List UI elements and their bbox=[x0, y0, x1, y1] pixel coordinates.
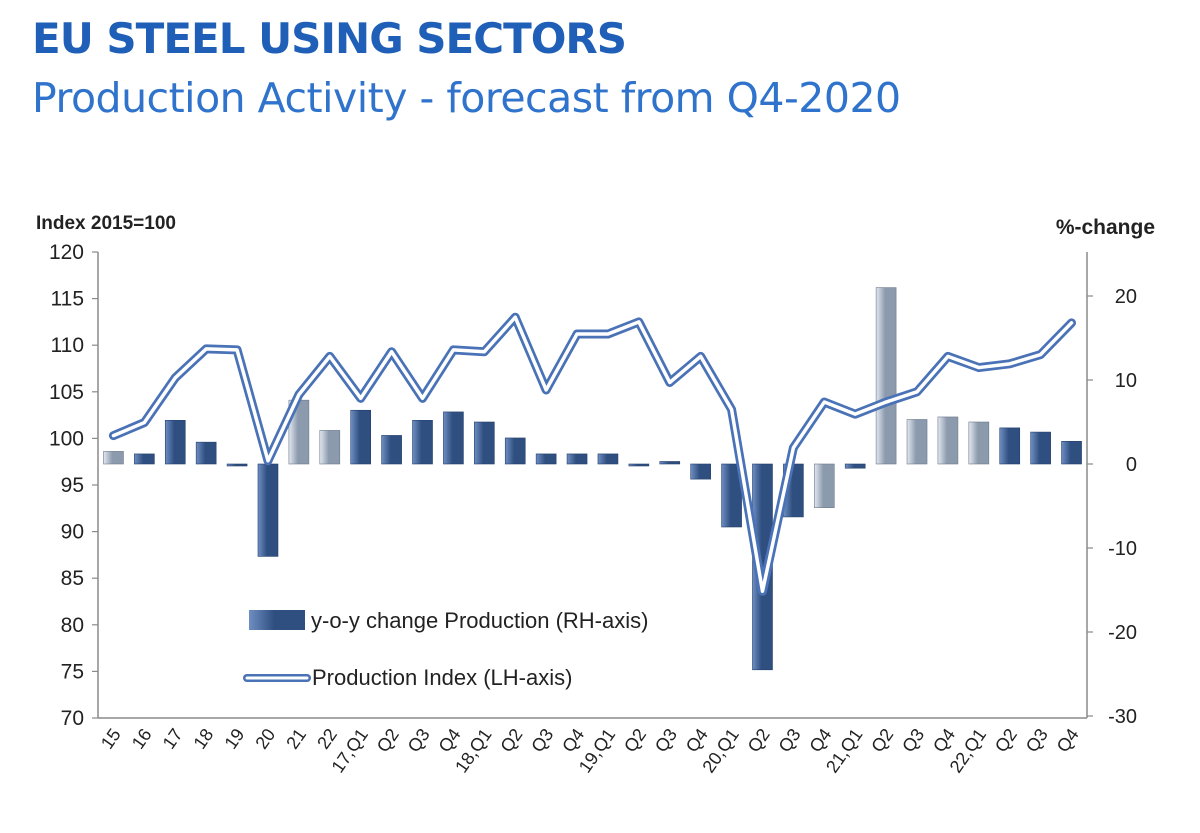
legend-bar-swatch bbox=[249, 610, 305, 630]
bar-Q3 bbox=[906, 419, 928, 465]
bar-16 bbox=[134, 453, 155, 465]
bar-Q4 bbox=[566, 453, 588, 465]
bar-Q2 bbox=[999, 427, 1021, 465]
left-axis-title: Index 2015=100 bbox=[36, 213, 176, 234]
bar-Q3 bbox=[659, 461, 681, 465]
bar-18 bbox=[195, 441, 217, 465]
bar-18,Q1 bbox=[474, 421, 495, 465]
left-tick-label: 85 bbox=[61, 567, 84, 590]
right-tick-label: -10 bbox=[1108, 538, 1137, 560]
production-index-line-inner bbox=[111, 315, 1074, 593]
production-index-line bbox=[108, 312, 1077, 596]
bar-20,Q1 bbox=[721, 463, 742, 528]
bar-Q4 bbox=[443, 411, 464, 465]
x-tick-label: Q3 bbox=[1022, 725, 1052, 756]
bar-22 bbox=[319, 430, 341, 465]
bar-17,Q1 bbox=[350, 409, 372, 465]
right-tick-label: -20 bbox=[1108, 622, 1137, 644]
bar-Q2 bbox=[628, 463, 650, 467]
bar-Q2 bbox=[875, 287, 897, 465]
bar-Q4 bbox=[813, 463, 835, 508]
axes-layer bbox=[92, 251, 1093, 719]
x-tick-label: Q3 bbox=[775, 725, 805, 756]
chart-subtitle: Production Activity - forecast from Q4-2… bbox=[32, 74, 901, 122]
x-tick-label: Q2 bbox=[991, 725, 1021, 756]
bar-Q2 bbox=[381, 435, 402, 465]
x-tick-label: 20 bbox=[251, 725, 279, 753]
right-tick-label: -30 bbox=[1108, 706, 1137, 728]
bar-Q4 bbox=[937, 416, 959, 465]
x-tick-label: Q4 bbox=[1053, 725, 1083, 756]
bar-Q3 bbox=[412, 420, 433, 465]
bar-22,Q1 bbox=[968, 421, 990, 465]
legend-line-label: Production Index (LH-axis) bbox=[312, 665, 572, 690]
left-tick-label: 90 bbox=[61, 521, 84, 544]
right-tick-label: 20 bbox=[1115, 286, 1137, 308]
left-tick-label: 110 bbox=[51, 334, 84, 357]
x-tick-label: Q3 bbox=[651, 725, 681, 756]
right-axis-title: %-change bbox=[1056, 216, 1155, 239]
left-tick-label: 100 bbox=[49, 427, 84, 450]
x-tick-label: 21 bbox=[282, 725, 310, 753]
left-tick-label: 80 bbox=[61, 614, 84, 637]
bar-20 bbox=[257, 463, 279, 557]
bar-Q4 bbox=[690, 463, 711, 480]
x-tick-label: 15 bbox=[97, 725, 125, 753]
left-tick-label: 115 bbox=[51, 288, 84, 311]
bar-Q2 bbox=[504, 437, 526, 465]
x-tick-label: 16 bbox=[128, 725, 156, 753]
x-tick-label: 22 bbox=[313, 725, 341, 753]
bar-Q4 bbox=[1061, 441, 1082, 465]
left-tick-label: 120 bbox=[49, 241, 84, 264]
bar-19,Q1 bbox=[597, 453, 619, 465]
left-tick-label: 95 bbox=[61, 474, 84, 497]
bar-Q3 bbox=[1030, 431, 1051, 465]
x-tick-label: Q3 bbox=[527, 725, 557, 756]
legend: y-o-y change Production (RH-axis) Produc… bbox=[243, 608, 648, 690]
bar-15 bbox=[103, 451, 124, 465]
x-tick-label: Q2 bbox=[867, 725, 897, 756]
bar-Q3 bbox=[535, 453, 557, 465]
x-tick-label: Q2 bbox=[620, 725, 650, 756]
bar-21,Q1 bbox=[844, 463, 866, 469]
line-layer bbox=[108, 312, 1077, 596]
chart-title: EU STEEL USING SECTORS bbox=[32, 14, 627, 63]
x-tick-label: Q2 bbox=[496, 725, 526, 756]
left-tick-label: 70 bbox=[61, 707, 84, 730]
bar-19 bbox=[226, 463, 248, 467]
x-tick-label: Q3 bbox=[404, 725, 434, 756]
x-tick-label: 17 bbox=[159, 725, 187, 753]
bars-layer bbox=[103, 287, 1082, 671]
left-tick-label: 75 bbox=[61, 660, 84, 683]
x-tick-label: 18 bbox=[190, 725, 218, 753]
x-tick-label: 19 bbox=[220, 725, 248, 753]
labels-layer: 12011511010510095908580757020100-10-20-3… bbox=[36, 213, 1155, 776]
x-tick-label: Q2 bbox=[373, 725, 403, 756]
x-tick-label: Q2 bbox=[744, 725, 774, 756]
right-tick-label: 0 bbox=[1126, 454, 1137, 476]
left-tick-label: 105 bbox=[49, 381, 84, 404]
right-tick-label: 10 bbox=[1115, 370, 1137, 392]
legend-bar-label: y-o-y change Production (RH-axis) bbox=[311, 608, 648, 633]
x-tick-label: Q3 bbox=[898, 725, 928, 756]
bar-17 bbox=[164, 420, 186, 465]
